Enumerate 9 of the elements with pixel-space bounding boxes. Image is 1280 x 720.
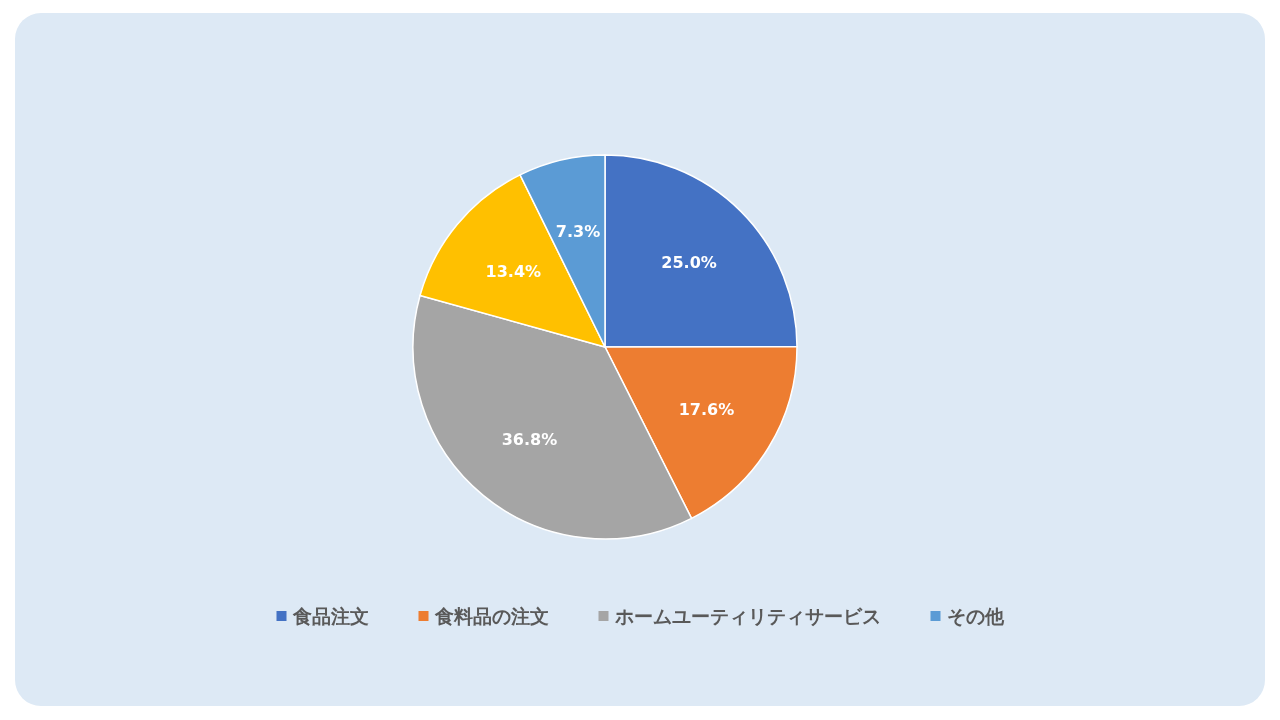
data-label: 13.4%	[485, 261, 542, 281]
legend-label: その他	[946, 605, 1005, 627]
data-label: 36.8%	[501, 429, 558, 449]
legend-label: ホームユーティリティサービス	[613, 605, 881, 627]
legend-label: 食品注文	[291, 605, 369, 627]
data-label: 7.3%	[555, 221, 601, 241]
legend-label: 食料品の注文	[433, 605, 549, 627]
data-label: 17.6%	[678, 399, 735, 419]
data-label: 25.0%	[661, 253, 717, 273]
